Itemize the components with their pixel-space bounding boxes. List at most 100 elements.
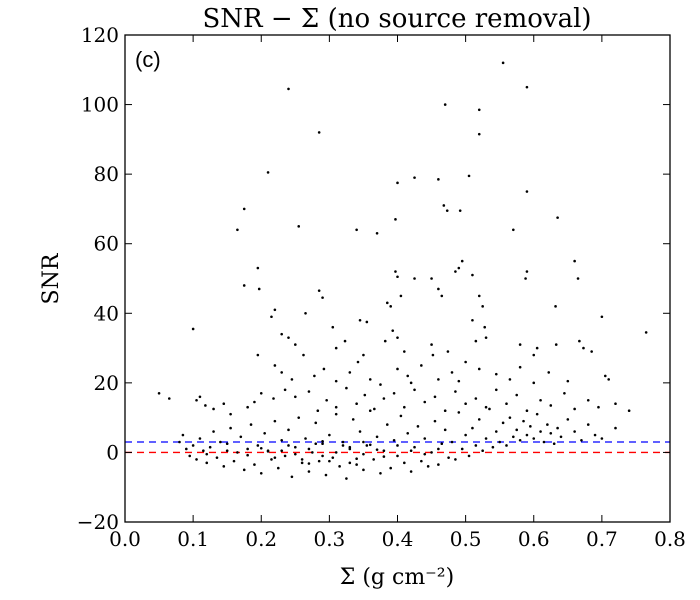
scatter-point — [314, 421, 318, 425]
scatter-point — [355, 228, 358, 232]
scatter-point — [304, 311, 307, 315]
scatter-point — [341, 440, 345, 444]
y-tick-label: 120 — [81, 23, 119, 47]
scatter-point — [593, 433, 597, 437]
scatter-point — [508, 416, 512, 419]
scatter-point — [474, 397, 478, 400]
x-axis-label: Σ (g cm⁻²) — [340, 565, 454, 590]
scatter-point — [385, 301, 389, 305]
scatter-point — [525, 409, 529, 412]
scatter-point — [512, 435, 515, 439]
scatter-point — [409, 381, 413, 385]
scatter-point — [426, 465, 430, 468]
scatter-point — [358, 430, 362, 433]
scatter-point — [603, 374, 607, 378]
scatter-point — [433, 395, 437, 399]
scatter-point — [406, 374, 410, 378]
scatter-point — [287, 336, 290, 339]
scatter-point — [600, 315, 604, 319]
scatter-point — [443, 428, 447, 432]
scatter-point — [270, 315, 273, 319]
scatter-point — [396, 454, 399, 458]
scatter-point — [348, 461, 352, 465]
scatter-point — [539, 430, 542, 433]
scatter-point — [515, 393, 519, 397]
scatter-point — [484, 405, 488, 409]
y-tick-label: 60 — [94, 232, 119, 256]
scatter-point — [554, 305, 557, 308]
scatter-point — [259, 391, 263, 395]
scatter-point — [474, 339, 478, 343]
scatter-point — [365, 444, 369, 447]
scatter-point — [413, 388, 416, 392]
scatter-point — [253, 400, 256, 404]
scatter-point — [576, 277, 580, 280]
scatter-point — [546, 423, 549, 426]
scatter-point — [229, 412, 232, 416]
scatter-point — [362, 440, 365, 444]
scatter-point — [222, 465, 226, 468]
x-axis: 0.0 0.1 0.2 0.3 0.4 0.5 0.6 0.7 0.8 — [109, 35, 686, 551]
scatter-point — [304, 437, 307, 440]
scatter-point — [488, 407, 491, 411]
scatter-point — [450, 440, 454, 444]
scatter-point — [433, 419, 437, 423]
scatter-point — [481, 449, 484, 452]
scatter-point — [256, 266, 260, 270]
scatter-point — [225, 442, 229, 446]
scatter-point — [334, 412, 338, 416]
scatter-point — [283, 388, 287, 392]
scatter-point — [458, 209, 462, 212]
scatter-point — [263, 432, 266, 435]
scatter-point — [232, 459, 236, 463]
scatter-point — [552, 442, 556, 446]
scatter-point — [191, 444, 195, 447]
scatter-point — [477, 132, 481, 136]
scatter-point — [573, 430, 576, 433]
scatter-point — [454, 458, 457, 461]
scatter-point — [191, 327, 195, 331]
scatter-point — [431, 353, 435, 357]
scatter-point — [460, 259, 464, 263]
scatter-point — [195, 458, 198, 461]
scatter-point — [257, 287, 261, 291]
scatter-point — [457, 266, 461, 270]
scatter-point — [259, 472, 263, 475]
scatter-point — [225, 449, 229, 452]
scatter-point — [532, 353, 536, 357]
y-tick-label: 80 — [94, 162, 119, 186]
scatter-point — [607, 378, 610, 381]
scatter-point — [178, 440, 181, 444]
scatter-point — [392, 438, 396, 442]
scatter-point — [355, 457, 358, 460]
scatter-point — [394, 218, 397, 221]
scatter-point — [188, 454, 192, 458]
scatter-point — [185, 447, 188, 451]
scatter-point — [563, 391, 566, 395]
scatter-point — [399, 294, 403, 298]
scatter-point — [338, 465, 341, 468]
scatter-point — [491, 445, 495, 449]
scatter-point — [396, 367, 399, 371]
scatter-point — [532, 381, 536, 385]
scatter-point — [195, 398, 198, 402]
scatter-point — [644, 331, 648, 334]
scatter-point — [454, 270, 457, 273]
scatter-point — [358, 318, 362, 322]
scatter-point — [586, 423, 590, 426]
scatter-point — [334, 405, 338, 409]
scatter-point — [215, 456, 219, 459]
scatter-point — [302, 353, 305, 357]
scatter-point — [547, 371, 551, 374]
scatter-point — [307, 447, 311, 451]
scatter-point — [600, 437, 604, 440]
scatter-point — [471, 318, 474, 322]
y-tick-label: −20 — [77, 510, 119, 534]
scatter-point — [416, 425, 420, 428]
scatter-point — [515, 428, 519, 432]
scatter-point — [447, 456, 450, 459]
scatter-point — [297, 225, 301, 228]
scatter-point — [396, 275, 399, 279]
scatter-point — [236, 451, 239, 454]
scatter-point — [556, 426, 559, 430]
